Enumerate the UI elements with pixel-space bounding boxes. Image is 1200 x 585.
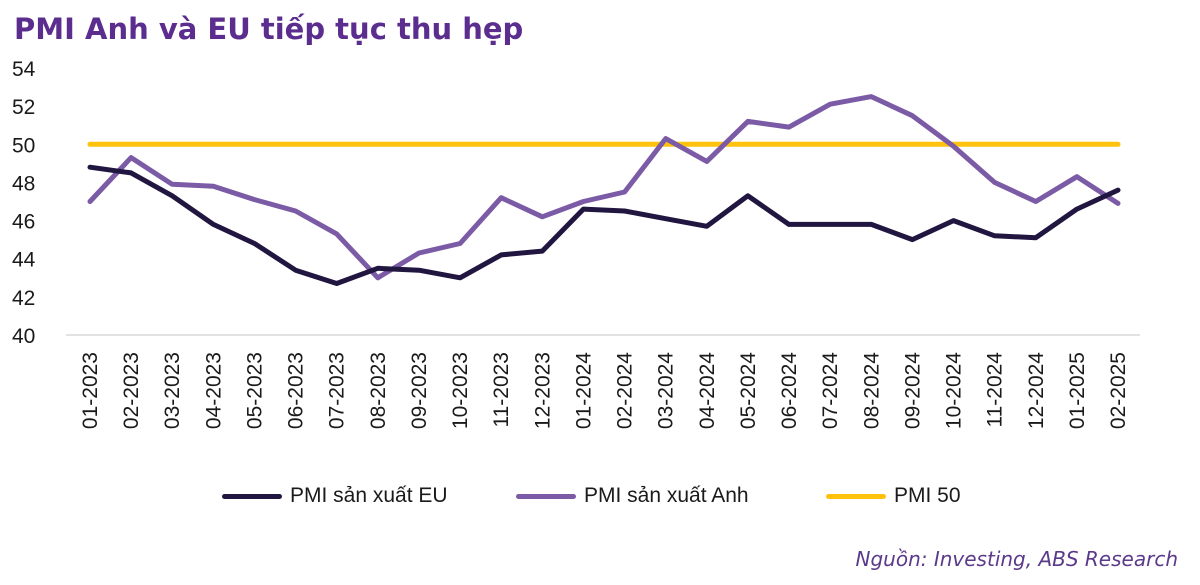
x-tick-label: 02-2023 [120,352,143,429]
x-tick-label: 02-2024 [614,352,637,429]
y-tick-label: 42 [12,287,35,310]
y-tick-label: 50 [12,134,35,157]
legend-label-pmi50: PMI 50 [894,484,961,507]
y-tick-label: 54 [12,58,36,81]
legend-item-pmi50: PMI 50 [826,480,961,512]
y-axis: 40 42 44 46 48 50 52 54 [12,58,36,348]
legend-item-eu: PMI sản xuất EU [222,480,448,512]
y-tick-label: 40 [12,325,35,348]
x-tick-label: 08-2024 [860,352,883,429]
x-tick-label: 02-2025 [1107,352,1130,429]
x-tick-label: 01-2024 [572,352,595,429]
legend-label-eu: PMI sản xuất EU [290,484,448,507]
x-tick-label: 08-2023 [367,352,390,429]
x-tick-label: 06-2023 [285,352,308,429]
x-tick-label: 01-2023 [79,352,102,429]
x-tick-label: 11-2023 [490,352,513,428]
y-tick-label: 46 [12,211,35,234]
x-tick-label: 03-2023 [161,352,184,429]
y-tick-label: 48 [12,172,35,195]
y-tick-label: 44 [12,249,36,272]
x-tick-label: 04-2024 [696,352,719,429]
x-tick-label: 01-2025 [1066,352,1089,429]
x-axis: 01-2023 02-2023 03-2023 04-2023 05-2023 06-20… [66,334,1140,429]
x-tick-label: 07-2024 [819,352,842,429]
legend-swatch-eu [222,493,282,499]
x-tick-label: 11-2024 [984,352,1007,428]
x-tick-label: 09-2023 [408,352,431,429]
legend: PMI sản xuất EU PMI sản xuất Anh PMI 50 [0,480,1200,512]
x-tick-label: 07-2023 [326,352,349,429]
x-tick-label: 12-2024 [1025,352,1048,429]
x-tick-label: 06-2024 [778,352,801,429]
x-tick-label: 12-2023 [531,352,554,429]
x-tick-label: 03-2024 [655,352,678,429]
series-line-uk [87,94,1121,281]
legend-label-uk: PMI sản xuất Anh [584,484,749,507]
series-layer [87,94,1121,286]
y-tick-label: 52 [12,96,35,119]
x-tick-label: 10-2024 [943,352,966,429]
legend-item-uk: PMI sản xuất Anh [516,480,749,512]
x-tick-label: 09-2024 [901,352,924,429]
legend-swatch-pmi50 [826,493,886,499]
chart-title: PMI Anh và EU tiếp tục thu hẹp [14,12,524,46]
series-line-eu [87,164,1121,286]
legend-swatch-uk [516,493,576,499]
x-tick-label: 05-2024 [737,352,760,429]
x-tick-label: 05-2023 [243,352,266,429]
x-tick-label: 10-2023 [449,352,472,429]
source-note: Nguồn: Investing, ABS Research [855,547,1179,571]
x-tick-label: 04-2023 [202,352,225,429]
